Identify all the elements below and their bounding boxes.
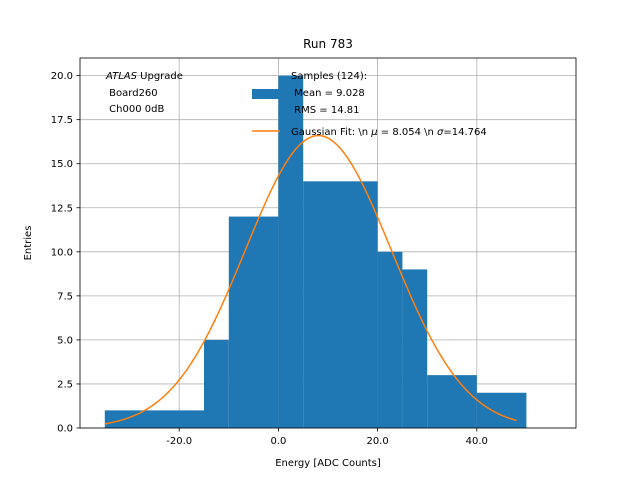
- y-tick-label: 15.0: [51, 159, 73, 170]
- y-tick-label: 2.5: [57, 379, 73, 390]
- histogram-bar: [377, 251, 403, 428]
- histogram-bar: [278, 75, 304, 428]
- y-axis-label: Entries: [23, 226, 34, 261]
- legend: Samples (124): Mean = 9.028 RMS = 14.81 …: [252, 71, 487, 138]
- x-tick-label: 0.0: [270, 436, 286, 447]
- y-tick-label: 17.5: [51, 115, 73, 126]
- histogram-bar: [427, 375, 477, 428]
- y-tick-label: 20.0: [51, 71, 73, 82]
- legend-samples-line-3: RMS = 14.81: [291, 105, 359, 116]
- histogram-bars: [104, 75, 527, 428]
- gaussian-fit-line: [104, 134, 517, 425]
- atlas-annotation: ATLAS Upgrade Board260 Ch000 0dB: [105, 71, 183, 115]
- legend-fit-label: Gaussian Fit: \n μ = 8.054 \n σ=14.764: [291, 127, 487, 138]
- x-tick-label: 20.0: [366, 436, 388, 447]
- y-axis-ticks: 0.0 2.5 5.0 7.5 10.0 12.5 15.0 17.5 20.0: [51, 71, 80, 435]
- x-axis-ticks: -20.0 0.0 20.0 40.0: [166, 428, 488, 447]
- annotation-line-3: Ch000 0dB: [106, 104, 164, 115]
- y-tick-label: 10.0: [51, 247, 73, 258]
- histogram-bar: [228, 216, 279, 428]
- plot-frame: [79, 57, 577, 429]
- chart-title: Run 783: [303, 37, 353, 51]
- x-tick-label: 40.0: [466, 436, 488, 447]
- x-axis-label: Energy [ADC Counts]: [275, 458, 381, 469]
- legend-samples-line-1: Samples (124):: [291, 71, 367, 82]
- y-tick-label: 0.0: [57, 424, 73, 435]
- histogram-bar: [476, 392, 527, 428]
- histogram-bar: [104, 410, 204, 428]
- annotation-line-1: ATLAS Upgrade: [105, 71, 183, 82]
- histogram-bar: [402, 269, 428, 428]
- y-tick-label: 12.5: [51, 203, 73, 214]
- legend-samples-line-2: Mean = 9.028: [291, 88, 365, 99]
- y-tick-label: 7.5: [57, 291, 73, 302]
- y-tick-label: 5.0: [57, 335, 73, 346]
- legend-samples-swatch: [252, 89, 280, 99]
- histogram-bar: [303, 181, 378, 428]
- x-tick-label: -20.0: [166, 436, 192, 447]
- histogram-bar: [204, 339, 229, 428]
- annotation-line-2: Board260: [106, 88, 158, 99]
